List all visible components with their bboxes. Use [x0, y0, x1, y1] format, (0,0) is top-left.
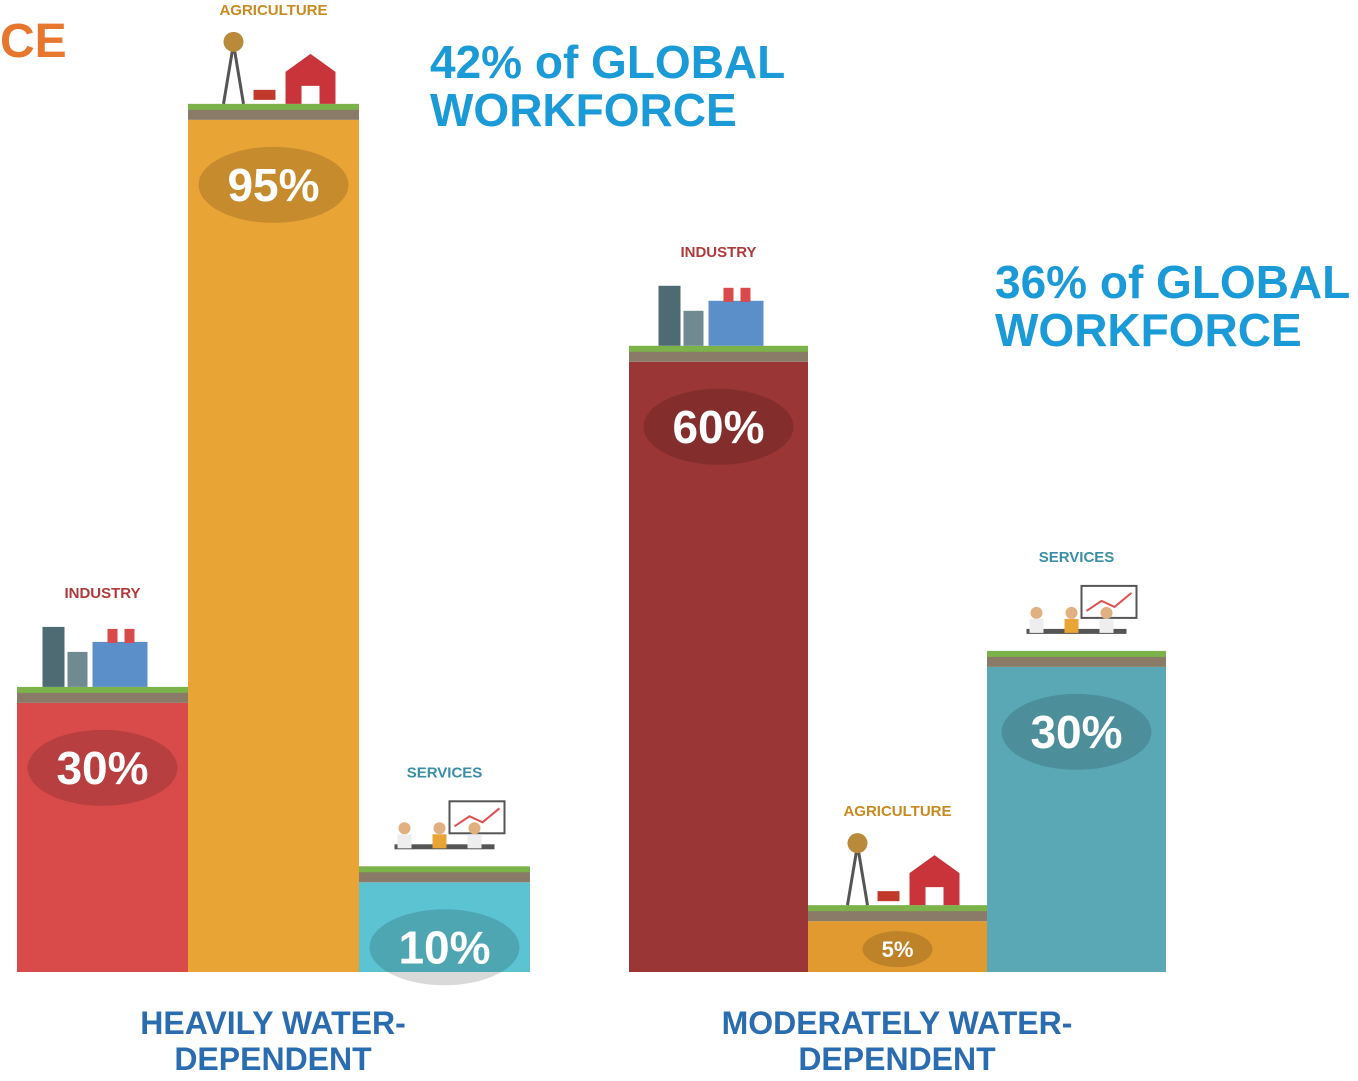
icon [740, 287, 751, 302]
grass [359, 866, 530, 873]
value-label: 30% [56, 742, 148, 794]
icon [925, 887, 944, 906]
category-label: INDUSTRY [680, 244, 756, 261]
title: CE [0, 15, 67, 68]
icon [467, 834, 482, 849]
value-label: 10% [398, 921, 490, 973]
icon [723, 287, 734, 302]
grass [808, 905, 987, 912]
icon [1100, 606, 1113, 619]
icon [301, 85, 320, 104]
icon [856, 844, 869, 906]
icon [453, 807, 501, 828]
label-badge [643, 388, 794, 465]
bar [629, 361, 808, 972]
icon [397, 834, 412, 849]
icon [468, 822, 481, 835]
bar [987, 666, 1166, 972]
icon [124, 628, 135, 643]
icon [253, 89, 276, 100]
bar [17, 702, 188, 972]
icon [683, 310, 704, 346]
ground [188, 107, 359, 120]
icon [433, 822, 446, 835]
note: 36% of GLOBAL WORKFORCE [995, 256, 1350, 356]
icon [107, 628, 118, 643]
category-label: INDUSTRY [64, 585, 140, 602]
category-label: AGRICULTURE [843, 803, 951, 820]
icon [1065, 606, 1078, 619]
icon [67, 651, 88, 687]
label-badge [27, 729, 178, 806]
icon [1099, 618, 1114, 633]
grass [629, 345, 808, 352]
icon [877, 891, 900, 902]
icon [432, 834, 447, 849]
icon [285, 53, 336, 104]
bar [359, 882, 530, 972]
category-label: SERVICES [407, 764, 483, 781]
icon [1029, 618, 1044, 633]
icon [708, 300, 764, 346]
icon [1085, 592, 1133, 612]
category-label: SERVICES [1039, 549, 1115, 566]
icon [846, 844, 859, 906]
label-badge [369, 909, 520, 986]
grass [188, 103, 359, 110]
ground [17, 690, 188, 703]
icon [232, 43, 245, 105]
value-label: 60% [672, 401, 764, 453]
label-badge [862, 931, 933, 968]
category-label: AGRICULTURE [219, 2, 327, 19]
icon [1030, 606, 1043, 619]
value-label: 30% [1030, 706, 1122, 758]
icon [658, 285, 681, 346]
ground [987, 654, 1166, 667]
grass [17, 686, 188, 693]
value-label: 95% [227, 159, 319, 211]
ground [808, 909, 987, 922]
icon [847, 833, 868, 854]
bar [188, 119, 359, 973]
icon [223, 31, 244, 52]
ground [359, 870, 530, 883]
value-label: 5% [882, 937, 914, 962]
icon [909, 855, 960, 906]
x-axis-label: HEAVILY WATER-DEPENDENT [140, 1005, 406, 1077]
icon [398, 822, 411, 835]
icon [1064, 618, 1079, 633]
icon [42, 626, 65, 687]
icon [222, 43, 235, 105]
icon [92, 641, 148, 687]
label-badge [1001, 693, 1152, 770]
note: 42% of GLOBAL WORKFORCE [430, 36, 785, 136]
grass [987, 650, 1166, 657]
bar [808, 921, 987, 972]
x-axis-label: MODERATELY WATER-DEPENDENT [721, 1005, 1073, 1077]
label-badge [198, 146, 349, 223]
ground [629, 349, 808, 362]
